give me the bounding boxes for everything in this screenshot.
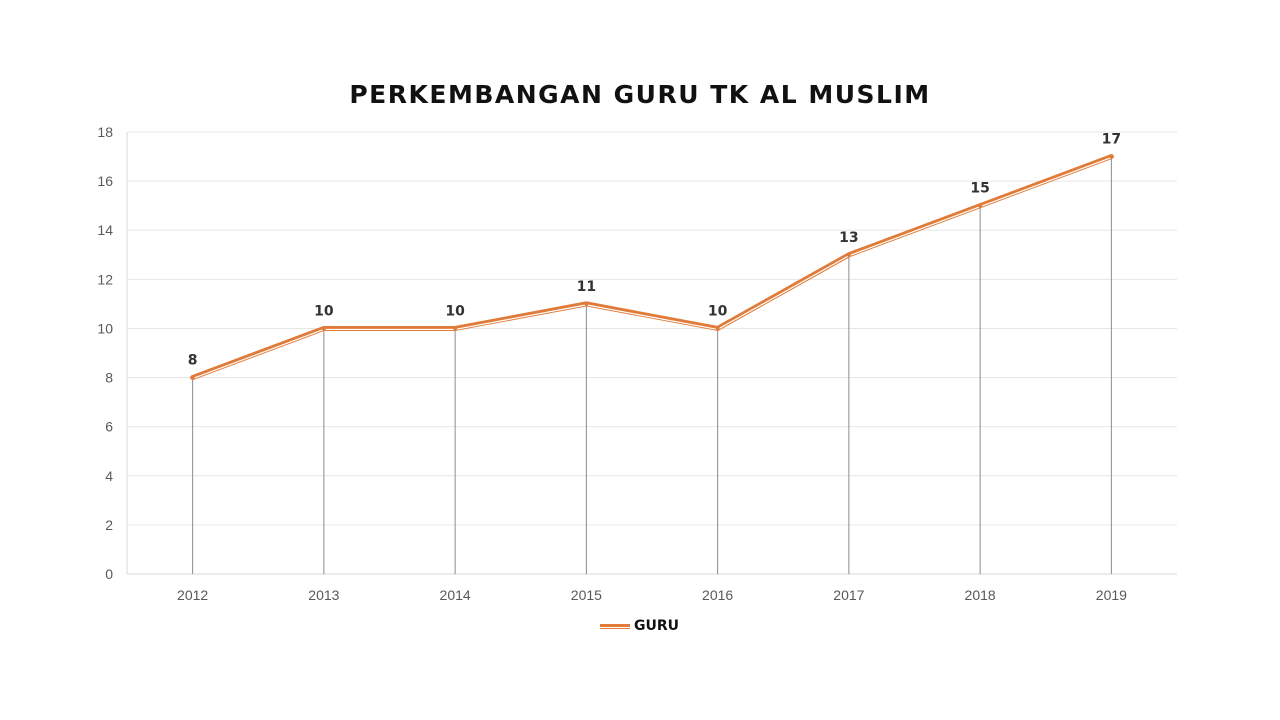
data-label: 13 xyxy=(839,230,858,246)
x-tick-label: 2013 xyxy=(308,587,339,603)
data-point xyxy=(190,375,195,380)
legend-swatch xyxy=(600,623,630,629)
x-tick-label: 2019 xyxy=(1096,587,1127,603)
data-label: 10 xyxy=(708,303,728,319)
y-tick-label: 8 xyxy=(105,370,113,386)
y-tick-label: 16 xyxy=(97,173,113,189)
data-point xyxy=(584,301,589,306)
data-point xyxy=(715,326,720,331)
x-tick-label: 2018 xyxy=(965,587,996,603)
y-tick-label: 0 xyxy=(105,566,113,582)
legend-label-guru: GURU xyxy=(634,618,680,634)
data-label: 10 xyxy=(314,303,334,319)
series-line-guru xyxy=(190,154,1114,381)
data-label: 15 xyxy=(970,181,989,197)
x-tick-label: 2016 xyxy=(702,587,733,603)
data-label: 10 xyxy=(445,303,465,319)
data-point xyxy=(846,252,851,257)
x-tick-label: 2014 xyxy=(440,587,471,603)
y-tick-label: 14 xyxy=(97,222,113,238)
y-tick-label: 4 xyxy=(105,468,113,484)
data-point xyxy=(321,326,326,331)
data-label: 17 xyxy=(1102,132,1121,148)
y-tick-label: 10 xyxy=(97,320,113,336)
y-tick-label: 12 xyxy=(97,271,113,287)
y-tick-label: 2 xyxy=(105,517,113,533)
data-point xyxy=(1109,154,1114,159)
x-tick-label: 2017 xyxy=(833,587,864,603)
legend: GURU xyxy=(600,616,679,636)
data-label: 8 xyxy=(188,353,198,369)
x-tick-label: 2015 xyxy=(571,587,602,603)
data-point xyxy=(978,203,983,208)
y-tick-label: 6 xyxy=(105,419,113,435)
y-tick-label: 18 xyxy=(97,124,113,140)
x-tick-label: 2012 xyxy=(177,587,208,603)
data-point xyxy=(453,326,458,331)
series-line-highlight xyxy=(192,156,1112,380)
data-label: 11 xyxy=(577,279,596,295)
chart-title: PERKEMBANGAN GURU TK AL MUSLIM xyxy=(349,80,931,109)
